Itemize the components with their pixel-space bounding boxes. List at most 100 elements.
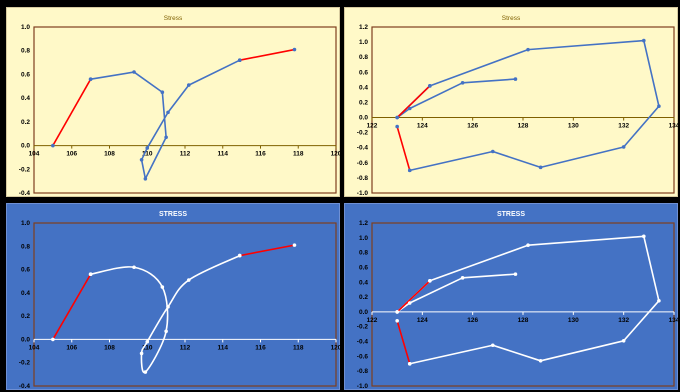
stress-chart-top-left: Stress -0.4 -0.2 0.0 0.2 0.4 0.6 0.8 1.0 104 106 10…	[6, 7, 340, 197]
y-tick-label: -0.4	[19, 383, 31, 390]
plot-frame	[371, 26, 675, 194]
y-tick-label: 1.0	[359, 235, 368, 242]
y-tick-label: -0.4	[357, 339, 369, 346]
x-tick-label: 120	[331, 344, 340, 351]
y-tick-label: 0.2	[359, 99, 368, 106]
data-point	[395, 124, 399, 129]
x-tick-label: 104	[29, 151, 40, 158]
data-point	[538, 165, 543, 170]
data-point	[460, 276, 465, 280]
data-point	[642, 38, 646, 43]
y-tick-label: -0.8	[357, 175, 369, 182]
data-point	[88, 272, 93, 277]
data-point	[407, 168, 412, 173]
series-line-red-start	[396, 85, 431, 119]
data-point	[491, 343, 495, 348]
x-tick-label: 126	[467, 317, 478, 324]
x-tick-label: 132	[618, 317, 629, 324]
y-tick-label: 0.8	[359, 250, 368, 257]
x-tick-label: 108	[104, 344, 115, 351]
x-tick-label: 130	[568, 317, 579, 324]
data-point	[395, 310, 399, 314]
plot-frame	[33, 222, 337, 387]
data-point	[237, 253, 242, 258]
data-point	[292, 243, 297, 247]
y-tick-label: -0.2	[357, 130, 369, 137]
data-point	[395, 115, 399, 120]
y-tick-label: -1.0	[357, 190, 369, 197]
data-point	[407, 361, 412, 366]
y-tick-label: 0.4	[21, 290, 30, 297]
plot-frame	[33, 26, 337, 194]
data-point	[460, 81, 465, 85]
y-tick-label: -0.2	[357, 324, 369, 331]
x-tick-label: 122	[367, 317, 378, 324]
x-tick-label: 104	[29, 344, 40, 351]
x-tick-label: 116	[255, 151, 266, 158]
data-point	[186, 83, 191, 87]
data-point	[428, 278, 432, 283]
data-point	[145, 146, 150, 150]
chart-panel-bottom-right: STRESS -1.0 -0.8 -0.6 -0.4 -0.2 0.0 0.2 0.4 0.6 0.…	[344, 203, 678, 390]
chart-title: Stress	[164, 15, 183, 22]
y-tick-label: 0.8	[359, 54, 368, 61]
data-point	[621, 145, 626, 149]
data-point	[164, 135, 168, 140]
y-tick-label: 0.0	[359, 309, 368, 316]
series-line-red-end	[239, 244, 295, 257]
x-tick-label: 130	[568, 123, 579, 130]
data-point	[621, 339, 626, 343]
series-line-red-start	[396, 280, 431, 313]
x-tick-label: 126	[467, 123, 478, 130]
y-tick-label: 1.0	[359, 39, 368, 46]
y-tick-label: 1.2	[359, 220, 368, 227]
stress-chart-bottom-left: STRESS -0.4 -0.2 0.0 0.2 0.4 0.6 0.8 1.0 104 106 10…	[6, 203, 340, 390]
y-tick-label: -1.0	[357, 383, 369, 390]
chart-panel-top-left: Stress -0.4 -0.2 0.0 0.2 0.4 0.6 0.8 1.0 104 106 10…	[6, 7, 340, 197]
x-tick-label: 118	[293, 151, 304, 158]
x-tick-label: 122	[367, 123, 378, 130]
x-tick-label: 124	[417, 123, 428, 130]
x-tick-label: 134	[669, 317, 678, 324]
data-point	[526, 47, 530, 52]
x-tick-label: 110	[142, 344, 153, 351]
series-line-red-start	[52, 78, 92, 146]
y-tick-label: 0.2	[21, 313, 30, 320]
data-point	[657, 104, 661, 109]
data-point	[657, 298, 661, 303]
series-line-main	[90, 254, 241, 374]
x-tick-label: 106	[66, 151, 77, 158]
chart-background	[6, 7, 340, 197]
y-tick-label: -0.2	[19, 166, 31, 173]
data-point	[132, 70, 136, 74]
chart-panel-bottom-left: STRESS -0.4 -0.2 0.0 0.2 0.4 0.6 0.8 1.0 104 106 10…	[6, 203, 340, 390]
x-tick-label: 124	[417, 317, 428, 324]
x-tick-label: 128	[518, 123, 529, 130]
chart-title: Stress	[502, 15, 521, 22]
data-point	[407, 301, 412, 305]
x-tick-label: 120	[331, 151, 340, 158]
data-point	[513, 77, 518, 81]
data-point	[139, 158, 144, 162]
chart-title: STRESS	[497, 211, 525, 218]
data-point	[186, 278, 191, 282]
y-tick-label: -0.6	[357, 353, 369, 360]
data-point	[143, 370, 148, 374]
x-tick-label: 108	[104, 151, 115, 158]
y-tick-label: 0.6	[359, 264, 368, 271]
data-point	[642, 234, 646, 239]
data-point	[292, 47, 297, 52]
y-tick-label: 0.4	[359, 84, 368, 91]
y-tick-label: 0.0	[359, 115, 368, 122]
y-tick-label: 0.8	[21, 243, 30, 250]
y-tick-label: 0.2	[21, 119, 30, 126]
data-point	[166, 305, 170, 309]
y-tick-label: -0.6	[357, 160, 369, 167]
y-tick-label: 0.0	[21, 143, 30, 150]
data-point	[88, 77, 93, 81]
y-tick-label: 0.4	[359, 279, 368, 286]
x-tick-label: 112	[180, 344, 191, 351]
data-point	[395, 319, 399, 323]
y-tick-label: -0.4	[19, 190, 31, 197]
x-tick-label: 128	[518, 317, 529, 324]
